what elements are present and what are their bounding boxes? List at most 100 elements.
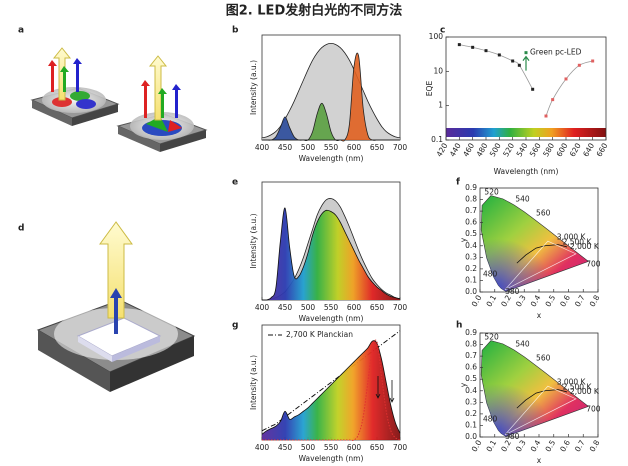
x-tick-label: 580 [541,141,556,158]
y-tick-label: 100 [429,32,444,41]
annotation: 2,000 K [570,242,600,251]
planckian-locus [516,389,568,409]
illustration-a [30,47,208,152]
annotation: 2,000 K [570,387,600,396]
y-tick-label: 0.9 [465,328,477,337]
point [517,63,521,67]
x-tick-label: 450 [278,303,293,312]
x-tick-label: 520 [501,141,516,158]
line [262,52,400,142]
legend-label: 2,700 K Planckian [286,330,353,339]
y-tick-label: 0.0 [465,287,477,296]
y-tick-label: 0.4 [465,386,477,395]
fit-line [545,60,593,117]
point [577,63,581,67]
panel-label: c [440,26,445,36]
x-tick-label: 560 [528,141,543,158]
x-tick-label: 400 [255,143,270,152]
x-tick-label: 500 [301,443,316,452]
x-tick-label: 550 [324,443,339,452]
x-axis-label: x [537,456,542,465]
y-tick-label: 10 [433,66,443,75]
y-tick-label: 0.3 [465,397,477,406]
y-tick-label: 0.7 [465,351,477,360]
x-tick-label: 600 [347,143,362,152]
x-tick-label: 400 [255,443,270,452]
annotation: 3,000 K [557,233,587,242]
annotation: 480 [483,415,498,424]
annotation: 520 [484,333,499,342]
x-axis-label: Wavelength (nm) [494,167,559,176]
point [524,51,528,55]
x-tick-label: 0.4 [529,293,543,308]
y-tick-label: 0.6 [465,363,477,372]
x-tick-label: 500 [488,141,503,158]
point [531,87,535,91]
x-tick-label: 0.8 [588,293,602,308]
x-tick-label: 540 [515,141,530,158]
annotation: 540 [515,340,530,349]
x-tick-label: 700 [393,303,408,312]
x-tick-label: 700 [393,443,408,452]
annotation: 700 [586,259,601,268]
x-axis-label: Wavelength (nm) [299,154,364,163]
point [544,114,548,118]
panel-label: f [456,178,460,188]
x-tick-label: 0.1 [484,438,498,453]
x-tick-label: 650 [370,443,385,452]
fit-line [459,44,534,90]
x-tick-label: 640 [581,141,596,158]
line [261,340,401,435]
x-axis-label: Wavelength (nm) [299,454,364,463]
area [262,43,400,140]
x-tick-label: 450 [278,443,293,452]
annotation-arrow [522,55,530,71]
point [484,49,488,53]
point [511,59,515,63]
x-tick-label: 460 [461,141,476,158]
x-axis-label: Wavelength (nm) [299,314,364,323]
figure-title: 图2. LED发射白光的不同方法 [226,3,402,19]
y-tick-label: 0.5 [465,229,477,238]
point [551,98,555,102]
y-tick-label: 0.0 [465,432,477,441]
illustration-d [36,221,196,392]
x-tick-label: 0.8 [588,438,602,453]
x-tick-label: 700 [393,143,408,152]
y-axis-label: Intensity (a.u.) [249,213,258,268]
y-tick-label: 0.6 [465,218,477,227]
y-tick-label: 0.5 [465,374,477,383]
annotation: Green pc-LED [530,48,582,57]
x-tick-label: 450 [278,143,293,152]
y-tick-label: 0.1 [431,135,443,144]
point [564,77,568,81]
x-tick-label: 650 [370,303,385,312]
y-tick-label: 0.8 [465,195,477,204]
spectral-locus-blue [481,195,589,292]
x-tick-label: 0.7 [573,293,587,308]
line [261,207,401,301]
y-tick-label: 0.1 [465,275,477,284]
annotation: 380 [505,287,520,296]
x-tick-label: 600 [347,443,362,452]
x-tick-label: 0.5 [543,293,557,308]
annotation: 700 [586,404,601,413]
y-axis-label: y [459,382,468,387]
line [262,339,401,441]
spectral-locus-blue [481,340,589,437]
x-tick-label: 600 [555,141,570,158]
arrow [375,376,381,399]
x-tick-label: 550 [324,143,339,152]
y-tick-label: 1 [438,101,443,110]
annotation: 2,500 K [563,382,593,391]
y-tick-label: 0.2 [465,264,477,273]
x-tick-label: 0.1 [484,293,498,308]
x-tick-label: 0.5 [543,438,557,453]
arrow [389,380,395,403]
area [262,207,400,301]
gamut [504,240,577,291]
x-tick-label: 600 [347,303,362,312]
point [457,43,461,47]
x-tick-label: 660 [595,141,610,158]
